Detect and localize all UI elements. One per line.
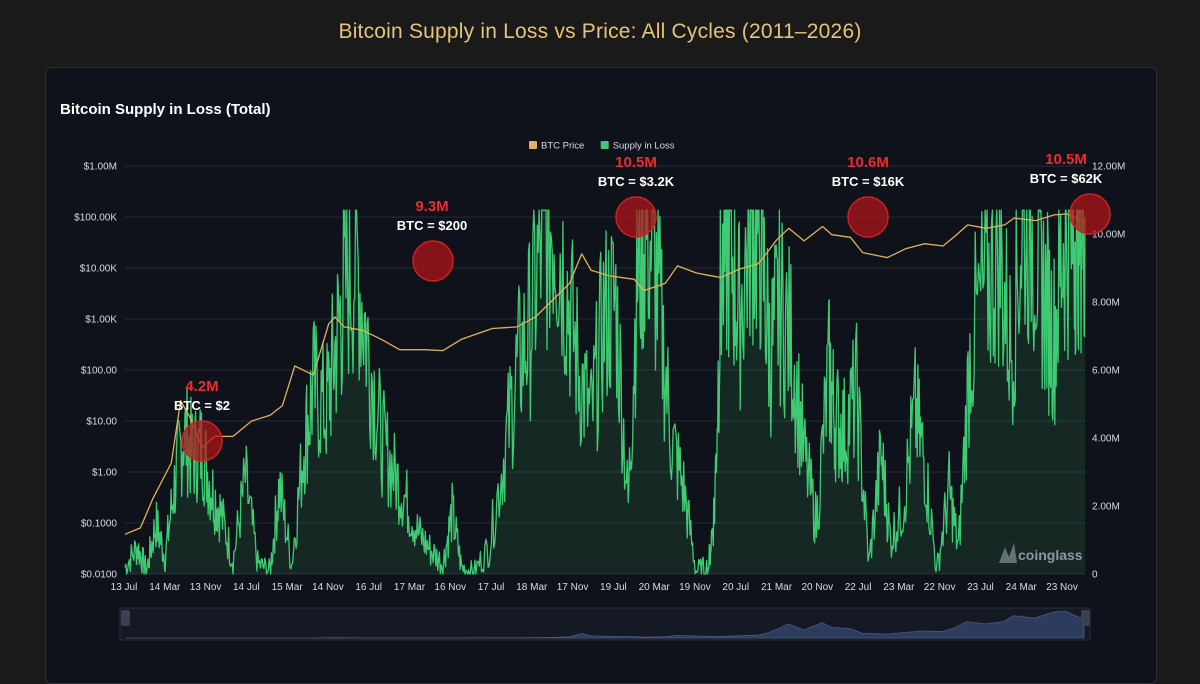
x-tick-label: 13 Nov xyxy=(190,582,222,593)
annotation-loss-label: 4.2M xyxy=(185,378,218,395)
x-tick-label: 14 Jul xyxy=(233,582,260,593)
x-tick-label: 21 Mar xyxy=(761,582,793,593)
legend-label[interactable]: Supply in Loss xyxy=(613,141,675,152)
navigator-left-handle[interactable] xyxy=(121,610,130,626)
annotation-loss-label: 9.3M xyxy=(415,198,448,215)
annotation-loss-label: 10.5M xyxy=(615,154,657,171)
x-tick-label: 16 Jul xyxy=(355,582,382,593)
supply-series-group xyxy=(125,210,1085,574)
y-left-tick-label: $100.00 xyxy=(81,366,118,377)
x-tick-label: 22 Jul xyxy=(845,582,872,593)
annotation-circle xyxy=(1070,194,1110,234)
y-left-tick-label: $1.00M xyxy=(84,162,117,173)
legend-label[interactable]: BTC Price xyxy=(541,141,584,152)
annotation-price-label: BTC = $2 xyxy=(174,398,230,413)
annotation-circle xyxy=(182,421,222,461)
x-tick-label: 17 Mar xyxy=(394,582,426,593)
annotation-circle xyxy=(616,197,656,237)
x-tick-label: 22 Nov xyxy=(924,582,956,593)
legend-swatch[interactable] xyxy=(601,141,609,149)
x-tick-label: 20 Nov xyxy=(801,582,833,593)
annotation-loss-label: 10.6M xyxy=(847,154,889,171)
x-tick-label: 20 Jul xyxy=(722,582,749,593)
annotation-circle xyxy=(848,197,888,237)
annotation-price-label: BTC = $62K xyxy=(1030,171,1103,186)
y-axis-left: $1.00M $100.00K $10.00K $1.00K $100.00 $10.00… xyxy=(74,162,117,581)
y-right-tick-label: 0 xyxy=(1092,570,1098,581)
legend-swatch[interactable] xyxy=(529,141,537,149)
navigator-right-handle[interactable] xyxy=(1081,610,1090,626)
watermark-text: coinglass xyxy=(1018,547,1083,563)
x-tick-label: 19 Jul xyxy=(600,582,627,593)
y-left-tick-label: $10.00 xyxy=(86,417,117,428)
legend: BTC Price Supply in Loss xyxy=(529,141,675,152)
y-left-tick-label: $1.00K xyxy=(85,315,117,326)
y-left-tick-label: $0.0100 xyxy=(81,570,118,581)
annotation-loss-label: 10.5M xyxy=(1045,151,1087,168)
x-tick-label: 13 Jul xyxy=(111,582,138,593)
y-right-tick-label: 2.00M xyxy=(1092,502,1120,513)
y-right-tick-label: 8.00M xyxy=(1092,298,1120,309)
x-tick-label: 15 Mar xyxy=(272,582,304,593)
x-tick-label: 23 Jul xyxy=(967,582,994,593)
annotation-price-label: BTC = $200 xyxy=(397,218,467,233)
x-tick-label: 19 Nov xyxy=(679,582,711,593)
x-tick-label: 23 Nov xyxy=(1046,582,1078,593)
x-tick-label: 17 Nov xyxy=(557,582,589,593)
x-tick-label: 18 Mar xyxy=(516,582,548,593)
x-tick-label: 17 Jul xyxy=(478,582,505,593)
range-navigator xyxy=(120,608,1090,640)
x-tick-label: 23 Mar xyxy=(883,582,915,593)
x-tick-label: 16 Nov xyxy=(434,582,466,593)
y-left-tick-label: $10.00K xyxy=(80,264,118,275)
y-right-tick-label: 6.00M xyxy=(1092,366,1120,377)
y-left-tick-label: $0.1000 xyxy=(81,519,118,530)
y-right-tick-label: 4.00M xyxy=(1092,434,1120,445)
y-left-tick-label: $1.00 xyxy=(92,468,117,479)
annotation-price-label: BTC = $3.2K xyxy=(598,174,675,189)
x-tick-label: 14 Nov xyxy=(312,582,344,593)
x-axis: 13 Jul 14 Mar 13 Nov 14 Jul 15 Mar 14 Nov 16 J… xyxy=(111,582,1078,593)
x-tick-label: 24 Mar xyxy=(1006,582,1038,593)
x-tick-label: 20 Mar xyxy=(639,582,671,593)
x-tick-label: 14 Mar xyxy=(149,582,181,593)
y-left-tick-label: $100.00K xyxy=(74,213,117,224)
annotation-circle xyxy=(413,241,453,281)
annotation-price-label: BTC = $16K xyxy=(832,174,905,189)
